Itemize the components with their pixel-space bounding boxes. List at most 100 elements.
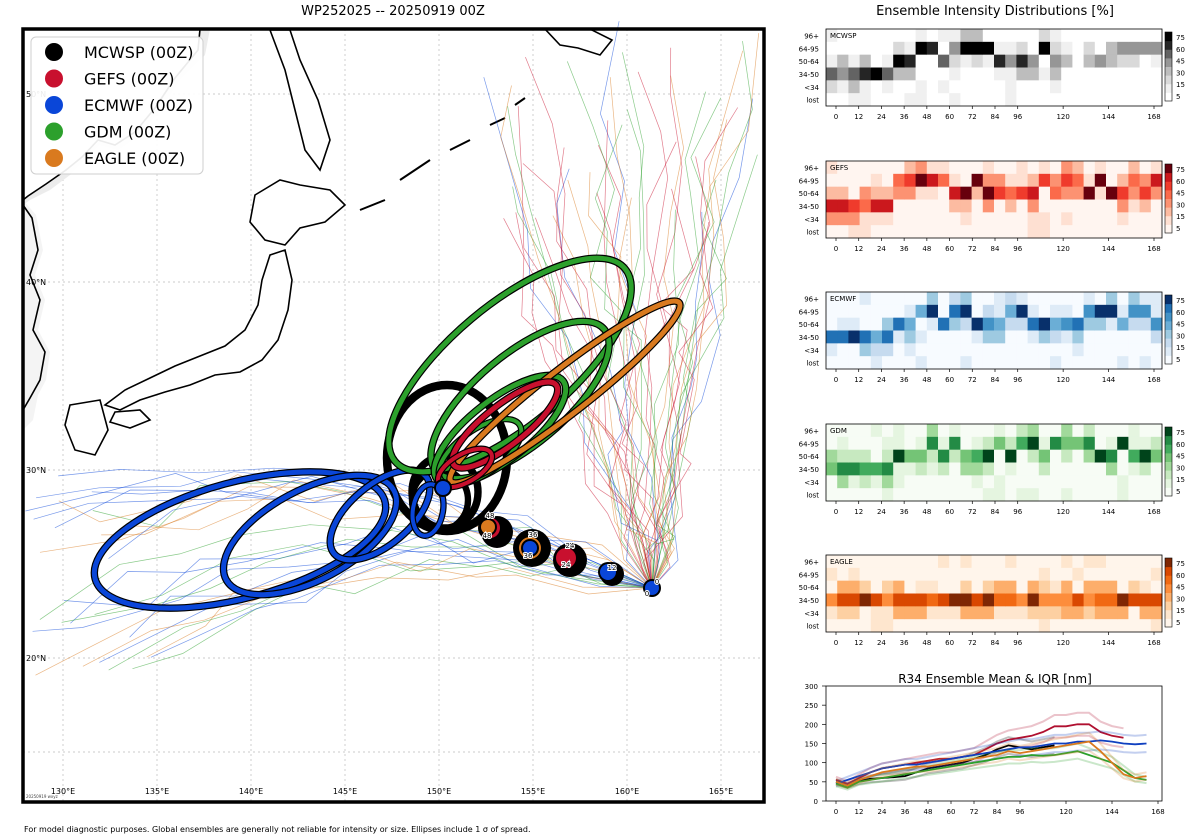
colorbar-swatch: [1165, 478, 1172, 488]
position-marker: [523, 541, 537, 555]
heatmap-cell: [1083, 356, 1096, 370]
heatmap-cell: [982, 173, 995, 188]
heatmap-cell: [1128, 555, 1140, 569]
position-marker: [645, 581, 659, 595]
heatmap-cell: [1016, 330, 1028, 344]
heatmap-cell: [1061, 67, 1073, 81]
heatmap-cell: [837, 225, 849, 239]
heatmap-cell: [1128, 593, 1140, 607]
colorbar-swatch: [1165, 164, 1172, 174]
heatmap-cell: [1027, 67, 1040, 81]
heatmap-cell: [1128, 462, 1140, 476]
heatmap-cell: [994, 93, 1006, 107]
ensemble-track: [552, 215, 653, 589]
colorbar-tick-label: 5: [1176, 619, 1180, 627]
lat-tick-label: 40°N: [26, 278, 46, 287]
heatmap-cell: [1139, 606, 1152, 620]
heatmap-cell: [926, 462, 939, 476]
heatmap-cell: [926, 593, 939, 607]
heatmap-cell: [1117, 304, 1129, 319]
heatmap-cell: [994, 29, 1006, 43]
heatmap-cell: [1083, 304, 1096, 319]
ensemble-track: [35, 567, 653, 676]
r34-iqr-line: [835, 711, 1124, 783]
heatmap-cell: [893, 606, 905, 620]
heatmap-cell: [1038, 475, 1051, 489]
heatmap-cell: [971, 462, 984, 476]
heatmap-cell: [1083, 41, 1096, 56]
hour-label: 24: [562, 561, 571, 569]
heatmap-cell: [859, 424, 872, 438]
heatmap-xtick-label: 120: [1056, 376, 1069, 384]
heatmap-cell: [904, 462, 916, 476]
heatmap-cell: [1150, 212, 1163, 226]
heatmap-cell: [904, 619, 916, 633]
heatmap-cell: [1117, 580, 1129, 594]
heatmap-cell: [1083, 225, 1096, 239]
ensemble-track: [617, 197, 656, 589]
heatmap-cell: [1050, 93, 1062, 107]
ensemble-track: [651, 50, 744, 589]
heatmap-cell: [994, 225, 1006, 239]
heatmap-cell: [848, 29, 860, 43]
r34-xtick-label: 120: [1059, 808, 1072, 816]
heatmap-cell: [1094, 555, 1107, 569]
heatmap-xtick-label: 36: [900, 245, 909, 253]
heatmap-cell: [1150, 93, 1163, 107]
r34-ytick-label: 300: [805, 683, 818, 691]
heatmap-cell: [1139, 488, 1152, 502]
heatmap-cell: [1027, 475, 1040, 489]
heatmap-cell: [1150, 449, 1163, 463]
heatmap-cell: [1117, 199, 1129, 213]
heatmap-row-label: 50-64: [799, 190, 820, 198]
heatmap-cell: [1005, 161, 1017, 175]
heatmap-cell: [1139, 449, 1152, 463]
ensemble-track: [517, 106, 653, 589]
heatmap-cell: [848, 619, 860, 633]
heatmap-cell: [1128, 424, 1140, 438]
heatmap-cell: [1083, 173, 1096, 188]
heatmap-cell: [1016, 292, 1028, 306]
heatmap-cell: [859, 593, 872, 607]
colorbar-swatch: [1165, 592, 1172, 602]
colorbar-swatch: [1165, 435, 1172, 445]
heatmap-cell: [1094, 343, 1107, 357]
heatmap-cell: [960, 161, 972, 175]
heatmap-cell: [1128, 80, 1140, 94]
heatmap-cell: [949, 161, 961, 175]
heatmap-mcwsp: MCWSP 96+ 64-95 50-64 34-50 <34 lost 0 12 24 36 48 6…: [799, 28, 1185, 121]
heatmap-cell: [837, 343, 849, 357]
heatmap-cell: [1106, 343, 1118, 357]
heatmap-cell: [893, 173, 905, 188]
heatmap-cell: [926, 29, 939, 43]
heatmap-cell: [994, 449, 1006, 463]
heatmap-cell: [1072, 41, 1084, 56]
heatmap-cell: [848, 436, 860, 451]
heatmap-cell: [915, 580, 928, 594]
heatmap-cell: [1094, 54, 1107, 68]
heatmap-cell: [949, 173, 961, 188]
heatmap-cell: [1094, 580, 1107, 594]
heatmap-cell: [904, 580, 916, 594]
heatmap-cell: [1128, 475, 1140, 489]
heatmap-cell: [960, 41, 972, 56]
heatmap-cell: [1128, 93, 1140, 107]
hour-label: 36: [524, 552, 533, 560]
heatmap-cell: [1094, 212, 1107, 226]
hour-label: 12: [608, 564, 617, 572]
heatmap-row-label: 50-64: [799, 58, 820, 66]
heatmap-cell: [971, 225, 984, 239]
heatmap-cell: [848, 54, 860, 68]
heatmap-cell: [915, 424, 928, 438]
heatmap-cell: [1083, 54, 1096, 68]
heatmap-cell: [1117, 555, 1129, 569]
ensemble-track: [588, 172, 659, 589]
heatmap-cell: [882, 93, 894, 107]
heatmap-cell: [1150, 199, 1163, 213]
sakhalin: [268, 29, 331, 172]
heatmap-cell: [1072, 292, 1084, 306]
heatmap-cell: [1072, 606, 1084, 620]
heatmap-cell: [826, 593, 838, 607]
heatmap-xtick-label: 0: [834, 639, 838, 647]
heatmap-cell: [893, 161, 905, 175]
